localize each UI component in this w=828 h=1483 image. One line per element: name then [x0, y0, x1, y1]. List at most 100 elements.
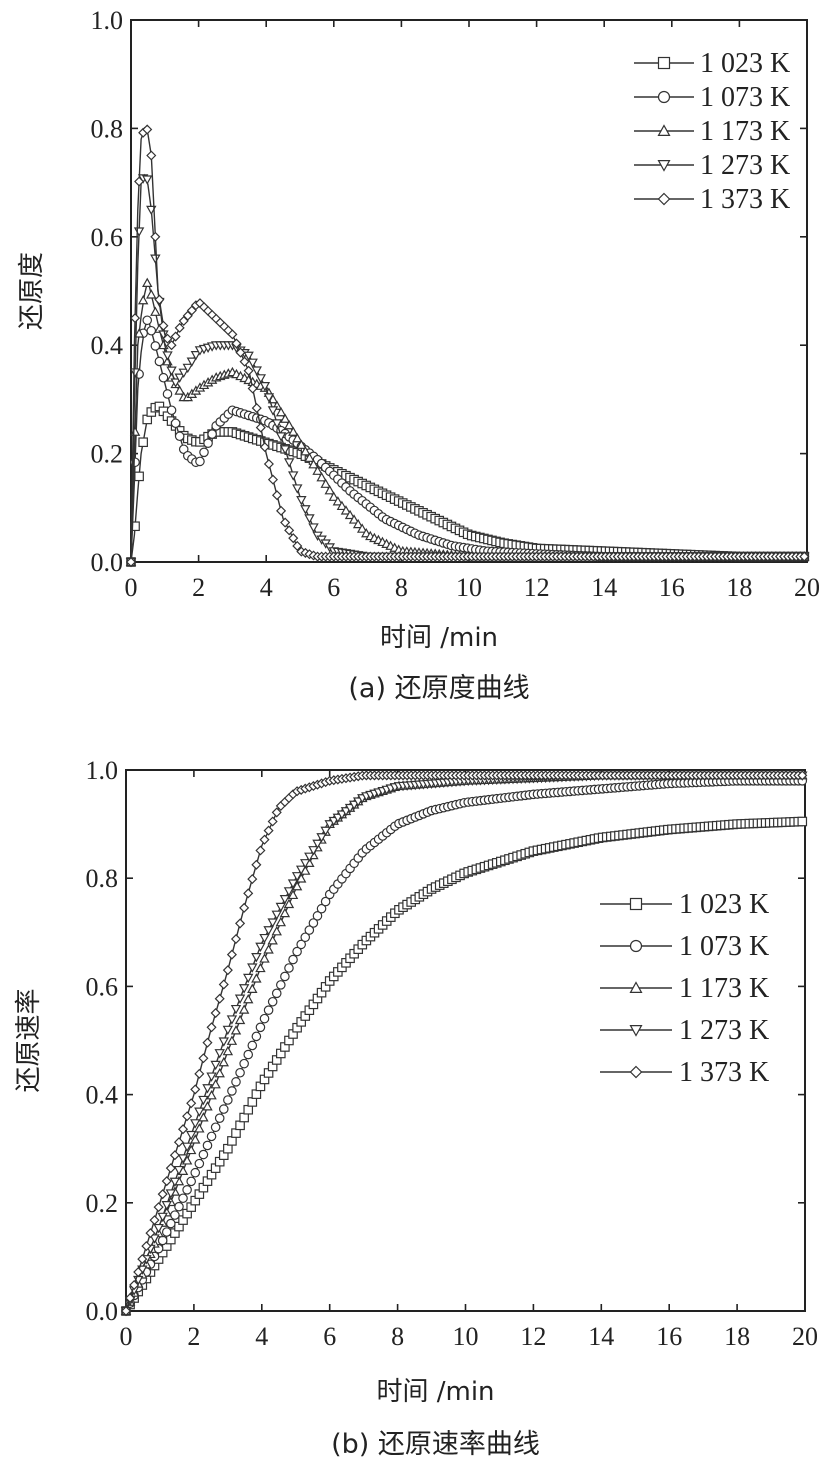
data-point — [279, 413, 291, 423]
data-point — [174, 322, 185, 333]
data-point — [247, 963, 258, 973]
data-point — [222, 965, 233, 976]
x-tick-label: 8 — [395, 573, 408, 602]
data-point — [304, 852, 315, 862]
y-tick-label: 0.8 — [86, 864, 119, 893]
data-point — [181, 1155, 193, 1165]
data-point — [251, 1089, 262, 1099]
data-point — [267, 474, 279, 485]
data-point — [214, 1113, 225, 1123]
data-point — [275, 406, 287, 417]
data-point — [235, 347, 246, 358]
data-point — [328, 491, 340, 501]
legend-label: 1 273 K — [700, 150, 790, 181]
data-point — [797, 816, 808, 827]
data-point — [263, 944, 274, 954]
data-point — [271, 988, 282, 999]
data-point — [202, 1084, 213, 1094]
legend: 1 023 K1 073 K1 173 K1 273 K1 373 K — [634, 48, 790, 215]
data-point — [150, 306, 161, 316]
legend-label: 1 373 K — [700, 184, 790, 215]
y-tick-label: 0.2 — [86, 1189, 119, 1218]
y-tick-label: 0.4 — [91, 331, 124, 360]
data-point — [292, 540, 303, 552]
data-point — [251, 366, 262, 376]
data-point — [129, 368, 141, 378]
data-point — [312, 465, 323, 475]
x-tick-label: 20 — [794, 573, 820, 602]
data-point — [336, 500, 348, 511]
data-point — [287, 889, 299, 900]
data-point — [190, 1119, 201, 1129]
data-point — [177, 1154, 189, 1164]
y-tick-label: 0.2 — [91, 440, 124, 469]
data-point — [292, 484, 303, 494]
y-tick-label: 1.0 — [91, 6, 124, 35]
data-point — [214, 1067, 225, 1078]
data-point — [304, 925, 315, 935]
data-point — [288, 471, 299, 481]
figure-caption: (b) 还原速率曲线 — [331, 1429, 540, 1460]
data-point — [300, 932, 311, 943]
data-point — [279, 895, 291, 905]
x-tick-label: 0 — [120, 1322, 133, 1351]
figure-caption: (a) 还原度曲线 — [348, 673, 529, 704]
data-point — [267, 996, 278, 1007]
data-point — [247, 358, 258, 368]
data-point — [120, 1305, 132, 1317]
x-tick-label: 16 — [656, 1322, 682, 1351]
data-point — [170, 418, 181, 429]
x-tick-label: 0 — [125, 573, 138, 602]
data-point — [300, 505, 311, 515]
data-point — [231, 338, 242, 349]
legend-marker — [629, 897, 643, 911]
x-tick-label: 8 — [391, 1322, 404, 1351]
data-point — [194, 1158, 205, 1169]
data-point — [255, 1022, 266, 1033]
data-point — [259, 834, 270, 845]
legend-entry: 1 173 K — [600, 973, 769, 1004]
series-square — [126, 401, 810, 567]
data-point — [296, 939, 306, 950]
data-point — [190, 1084, 201, 1095]
data-point — [202, 1101, 213, 1111]
data-point — [308, 918, 319, 928]
data-point — [230, 1004, 242, 1015]
data-point — [210, 1122, 221, 1133]
data-point — [295, 865, 307, 875]
data-point — [182, 310, 193, 321]
data-point — [186, 305, 197, 316]
data-point — [170, 1210, 180, 1220]
data-point — [267, 918, 278, 928]
series-square — [121, 816, 808, 1316]
legend-marker — [657, 192, 671, 206]
data-point — [320, 896, 331, 907]
data-point — [296, 496, 307, 506]
data-point — [227, 1086, 237, 1096]
data-point — [283, 458, 295, 468]
data-point — [348, 514, 360, 524]
data-point — [161, 1227, 172, 1237]
data-point — [146, 150, 157, 161]
data-point — [263, 393, 275, 403]
data-point — [271, 490, 283, 501]
data-point — [226, 1035, 238, 1045]
data-point — [316, 903, 327, 914]
data-point — [276, 505, 287, 516]
legend-marker — [629, 939, 643, 953]
data-point — [251, 953, 262, 963]
data-point — [247, 1040, 258, 1051]
data-point — [340, 505, 352, 515]
data-point — [170, 378, 181, 388]
data-point — [129, 1279, 140, 1291]
data-point — [235, 1067, 245, 1078]
data-point — [145, 1228, 156, 1239]
data-point — [243, 1049, 254, 1060]
data-point — [214, 993, 225, 1004]
x-tick-label: 10 — [456, 573, 482, 602]
data-point — [134, 471, 144, 482]
data-point — [162, 389, 173, 399]
data-point — [288, 954, 298, 965]
legend-label: 1 073 K — [679, 931, 769, 962]
data-point — [138, 437, 148, 448]
